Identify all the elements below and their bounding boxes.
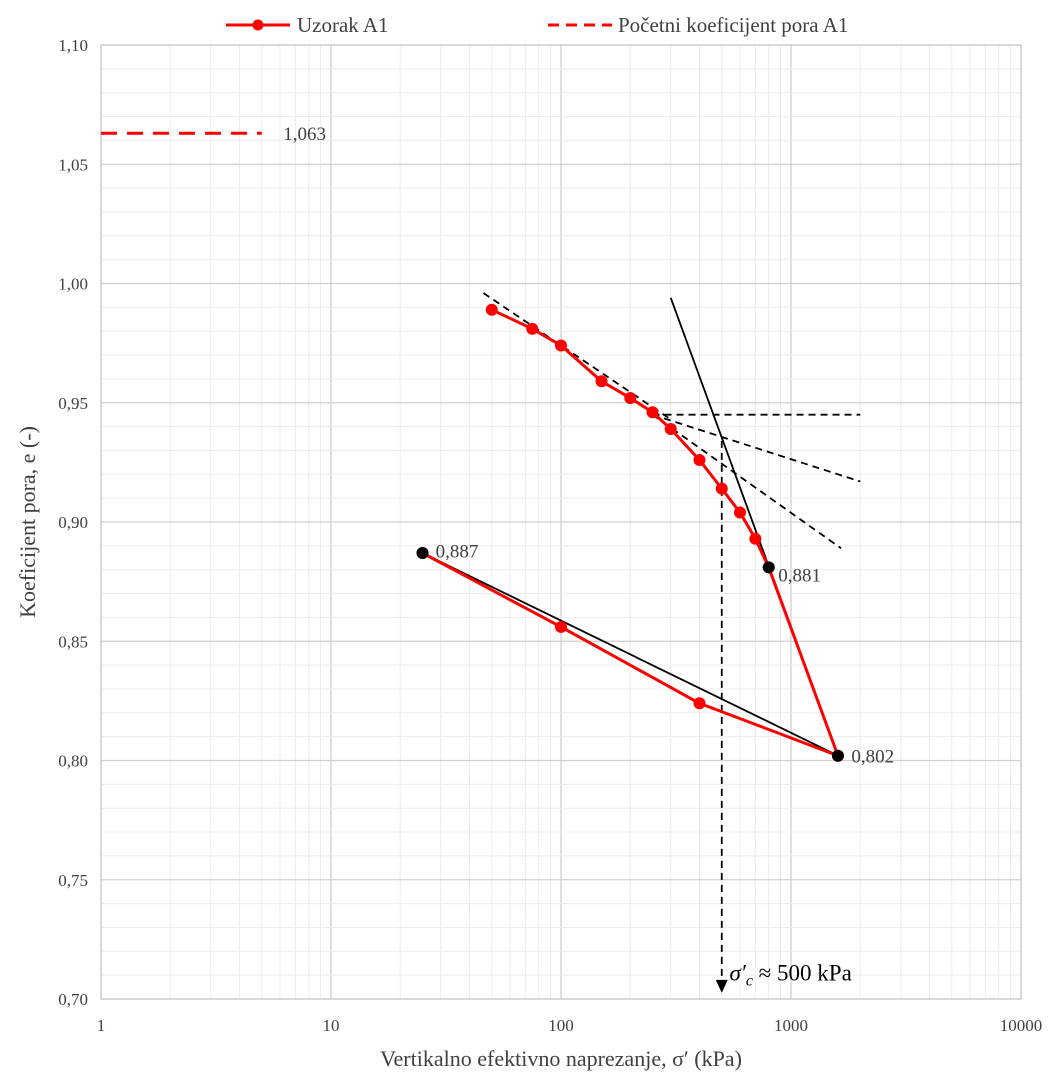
legend-label-pocetni: Početni koeficijent pora A1 xyxy=(618,13,848,37)
uzorak-a1-point xyxy=(555,620,567,633)
y-tick-label: 0,85 xyxy=(58,632,88,651)
uzorak-a1-point xyxy=(749,532,762,545)
x-tick-label: 100 xyxy=(548,1016,574,1035)
y-tick-label: 0,95 xyxy=(58,394,88,413)
uzorak-a1-point xyxy=(555,339,567,352)
uzorak-a1-point xyxy=(693,697,706,710)
uzorak-a1-point xyxy=(664,422,677,435)
construction-line xyxy=(652,413,842,549)
uzorak-a1-point xyxy=(693,453,706,466)
y-tick-label: 0,90 xyxy=(58,513,88,532)
uzorak-a1-point xyxy=(526,322,539,335)
y-tick-label: 0,75 xyxy=(58,871,88,890)
y-axis-title: Koeficijent pora, e (-) xyxy=(15,426,40,618)
uzorak-a1-point xyxy=(646,406,659,419)
uzorak-a1-point xyxy=(595,375,608,388)
highlight-point xyxy=(416,547,429,560)
arrowhead xyxy=(715,979,728,993)
legend-marker-uzorak xyxy=(252,19,264,31)
uzorak-a1-point xyxy=(624,391,637,404)
data-label: 0,802 xyxy=(851,747,894,768)
y-tick-label: 1,10 xyxy=(58,36,88,55)
construction-line xyxy=(652,413,861,483)
y-tick-label: 1,00 xyxy=(58,275,88,294)
y-tick-label: 1,05 xyxy=(58,155,88,174)
x-tick-label: 1 xyxy=(97,1016,106,1035)
data-series xyxy=(101,131,844,762)
construction-line xyxy=(422,552,839,757)
black-points xyxy=(416,547,844,762)
data-label: 0,881 xyxy=(778,565,821,586)
x-tick-label: 1000 xyxy=(774,1016,808,1035)
construction-line xyxy=(482,292,672,421)
uzorak-a1-point xyxy=(485,303,498,316)
y-tick-label: 0,80 xyxy=(58,752,88,771)
value-annotations: 1,063 0,887 0,881 0,802 xyxy=(283,124,894,767)
legend-label-uzorak: Uzorak A1 xyxy=(297,13,389,37)
uzorak-a1-point xyxy=(733,506,746,519)
uzorak-a1-point xyxy=(715,482,728,495)
data-label: 0,887 xyxy=(436,542,479,563)
uzorak-a1-line xyxy=(421,308,840,758)
plot-area-border xyxy=(100,44,1022,1000)
y-tick-label: 0,70 xyxy=(58,990,88,1009)
x-axis-title: Vertikalno efektivno naprezanje, σ′ (kPa… xyxy=(380,1046,742,1071)
construction-lines xyxy=(422,292,861,993)
x-tick-label: 10 xyxy=(323,1016,340,1035)
preconsolidation-stress-label: σ′c ≈ 500 kPa xyxy=(729,960,851,989)
grid xyxy=(100,44,1022,1000)
highlight-point xyxy=(762,561,775,574)
data-label: 1,063 xyxy=(283,124,326,145)
tick-labels: 1 10 100 1000 10000 0,70 0,75 0,80 0,85 0,90 0,95 1… xyxy=(58,36,1042,1035)
x-tick-label: 10000 xyxy=(1000,1016,1043,1035)
legend: Uzorak A1 Početni koeficijent pora A1 xyxy=(226,13,848,37)
highlight-point xyxy=(831,749,844,762)
